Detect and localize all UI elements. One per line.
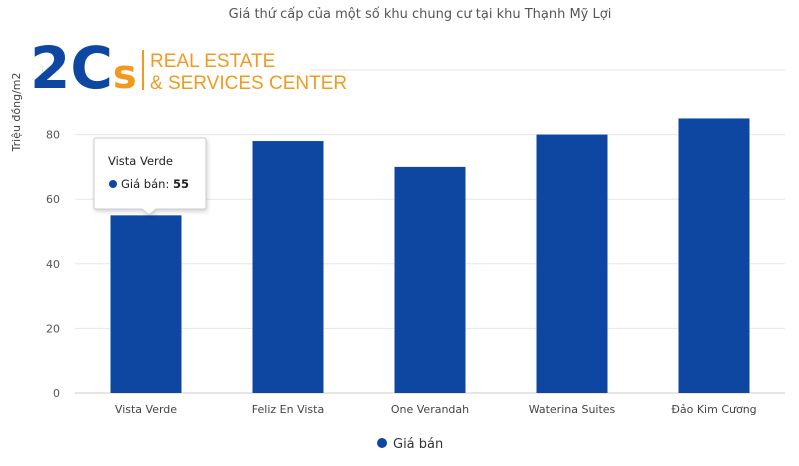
y-tick-label: 40 (46, 258, 60, 271)
y-tick-labels: 020406080100 (39, 64, 60, 400)
y-tick-label: 20 (46, 322, 60, 335)
tooltip: Vista Verde Giá bán: 55 (93, 137, 207, 216)
x-tick-label: Waterina Suites (529, 403, 616, 416)
legend-marker[interactable] (377, 438, 387, 448)
bar[interactable] (394, 166, 466, 393)
tooltip-series-marker (109, 180, 117, 188)
bar[interactable] (536, 134, 608, 393)
tooltip-series-label: Giá bán: (121, 177, 173, 191)
logo-line-2: & SERVICES CENTER (150, 73, 347, 94)
bars (110, 118, 750, 393)
bar[interactable] (252, 141, 324, 393)
legend[interactable]: Giá bán (377, 437, 443, 452)
legend-label[interactable]: Giá bán (393, 437, 443, 452)
y-tick-label: 0 (53, 387, 60, 400)
x-tick-label: One Verandah (391, 403, 469, 416)
x-tick-labels: Vista Verde Feliz En Vista One Verandah Wat… (115, 403, 757, 416)
bar[interactable] (110, 215, 182, 393)
y-axis-label: Triệu đồng/m2 (10, 72, 23, 152)
chart-title: Giá thứ cấp của một số khu chung cư tại … (229, 7, 612, 22)
logo-mark: 2Cs (30, 34, 137, 102)
logo-background (28, 29, 310, 91)
tooltip-category: Vista Verde (108, 154, 173, 168)
logo-line-1: REAL ESTATE (150, 51, 275, 72)
x-tick-label: Đảo Kim Cương (671, 403, 756, 416)
bar[interactable] (678, 118, 750, 393)
tooltip-box (93, 137, 207, 216)
tooltip-value: 55 (173, 177, 189, 191)
tooltip-series-text: Giá bán: 55 (121, 177, 189, 191)
x-tick-label: Feliz En Vista (252, 403, 324, 416)
x-tick-label: Vista Verde (115, 403, 177, 416)
y-tick-label: 60 (46, 193, 60, 206)
y-tick-label: 80 (46, 129, 60, 142)
logo-divider (142, 50, 144, 90)
logo: 2Cs REAL ESTATE & SERVICES CENTER (28, 29, 347, 102)
